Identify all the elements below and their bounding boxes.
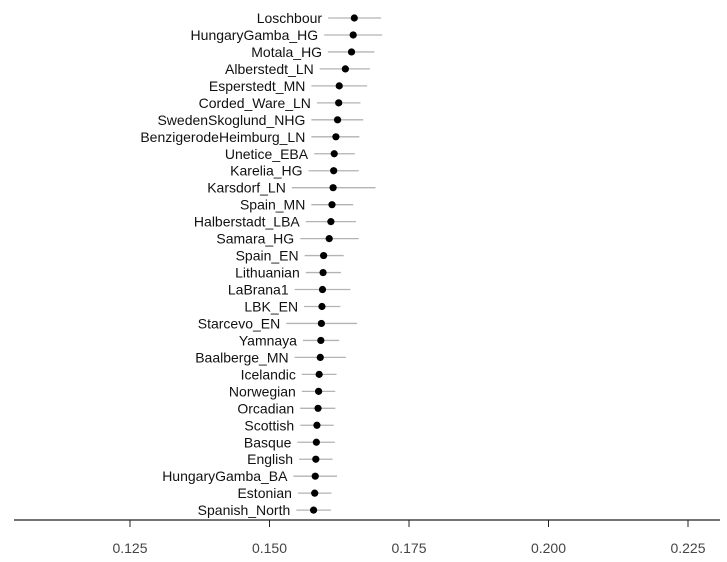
category-label: Spanish_North [198,502,291,518]
x-axis-ticks: 0.125 0.150 0.175 0.200 0.225 [112,520,706,556]
category-labels: LoschbourHungaryGamba_HGMotala_HGAlberst… [140,10,322,518]
data-point [317,319,325,328]
data-point [311,472,319,480]
x-tick-label: 0.125 [112,540,147,556]
category-label: Spain_EN [236,248,299,264]
data-point [330,167,338,175]
data-points [309,14,358,514]
data-point [327,218,335,226]
data-point [349,31,357,39]
category-label: Norwegian [229,383,296,399]
category-label: English [247,451,293,467]
x-tick-label: 0.150 [252,540,287,556]
data-point [335,99,343,107]
category-label: Scottish [244,417,294,433]
category-label: Spain_MN [240,197,305,213]
data-point [350,14,358,22]
data-point [341,65,349,73]
data-point [332,133,340,141]
x-tick-label: 0.175 [391,540,426,556]
data-point [316,353,324,361]
category-label: Icelandic [241,366,296,382]
category-label: BenzigerodeHeimburg_LN [140,129,305,145]
category-label: Samara_HG [216,231,294,247]
data-point [311,489,319,497]
category-label: Orcadian [237,400,294,416]
category-label: Karsdorf_LN [207,180,286,196]
category-label: Esperstedt_MN [209,78,305,94]
category-label: Yamnaya [239,332,297,348]
category-label: HungaryGamba_HG [191,27,319,43]
data-point [318,285,327,294]
category-label: Estonian [237,485,291,501]
x-tick-label: 0.200 [531,540,566,556]
category-label: Unetice_EBA [225,146,309,162]
data-point [320,251,328,260]
data-point [312,438,320,446]
category-label: SwedenSkoglund_NHG [157,112,305,128]
x-tick-label: 0.225 [670,540,705,556]
category-label: LBK_EN [244,298,298,314]
category-label: Halberstadt_LBA [194,214,301,230]
category-label: HungaryGamba_BA [162,468,288,484]
data-point [335,82,343,90]
category-label: Basque [244,434,292,450]
category-label: Baalberge_MN [195,349,288,365]
data-point [333,116,342,124]
data-point [315,387,323,395]
data-point [330,150,338,158]
data-point [314,404,322,412]
category-label: Corded_Ware_LN [199,95,311,111]
data-point [318,302,326,311]
category-label: Motala_HG [251,44,322,60]
category-label: Alberstedt_LN [225,61,314,77]
data-point [328,201,336,209]
data-point [315,370,323,378]
category-label: Starcevo_EN [198,315,280,331]
data-point [329,184,337,192]
data-point [325,235,333,243]
data-point [317,336,325,345]
category-label: LaBrana1 [228,282,289,298]
category-label: Karelia_HG [230,163,302,179]
category-label: Lithuanian [235,265,300,281]
data-point [313,421,321,429]
data-point [312,455,320,463]
category-label: Loschbour [257,10,323,26]
data-point [347,48,356,56]
data-point [309,506,318,514]
data-point [319,268,327,277]
